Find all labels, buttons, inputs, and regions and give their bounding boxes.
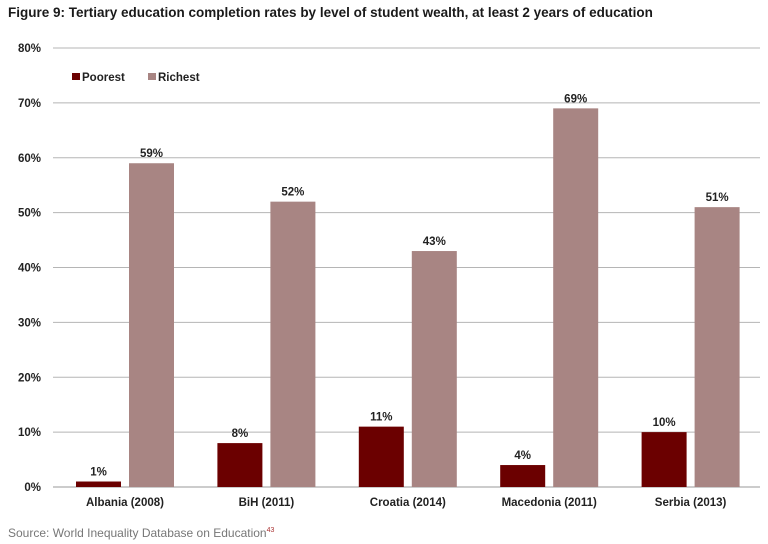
- x-tick-label: Croatia (2014): [370, 497, 446, 509]
- x-tick-label: Macedonia (2011): [502, 497, 597, 509]
- y-tick-label: 40%: [18, 263, 41, 275]
- data-label: 51%: [706, 192, 729, 204]
- y-tick-label: 30%: [18, 317, 41, 329]
- bar-poorest: [500, 465, 546, 487]
- data-label: 69%: [564, 93, 587, 105]
- x-tick-label: BiH (2011): [239, 497, 295, 509]
- x-tick-label: Serbia (2013): [655, 497, 727, 509]
- x-tick-label: Albania (2008): [86, 497, 164, 509]
- bar-poorest: [76, 481, 121, 487]
- y-tick-label: 70%: [18, 98, 41, 110]
- data-label: 52%: [281, 187, 304, 199]
- bar-richest: [694, 207, 740, 487]
- legend-label-poorest: Poorest: [82, 72, 125, 84]
- legend-swatch-poorest: [72, 73, 80, 80]
- y-tick-label: 10%: [18, 427, 41, 439]
- bar-richest: [270, 201, 316, 487]
- source-note: Source: World Inequality Database on Edu…: [8, 526, 275, 540]
- data-label: 10%: [653, 417, 676, 429]
- data-label: 8%: [232, 428, 249, 440]
- bar-richest: [129, 163, 174, 488]
- chart-title: Figure 9: Tertiary education completion …: [8, 5, 653, 20]
- y-tick-label: 50%: [18, 208, 41, 220]
- legend-label-richest: Richest: [158, 72, 200, 84]
- data-label: 43%: [423, 236, 446, 248]
- y-tick-label: 80%: [18, 43, 41, 55]
- bar-poorest: [641, 432, 687, 487]
- data-label: 4%: [514, 450, 531, 462]
- data-label: 1%: [90, 467, 107, 479]
- bar-poorest: [358, 426, 404, 487]
- y-tick-label: 60%: [18, 153, 41, 165]
- legend-swatch-richest: [148, 73, 156, 80]
- data-label: 59%: [140, 148, 163, 160]
- bar-richest: [553, 108, 599, 488]
- y-tick-label: 0%: [24, 482, 41, 494]
- y-tick-label: 20%: [18, 372, 41, 384]
- data-label: 11%: [370, 412, 392, 424]
- bar-richest: [411, 251, 457, 487]
- bar-poorest: [217, 443, 263, 487]
